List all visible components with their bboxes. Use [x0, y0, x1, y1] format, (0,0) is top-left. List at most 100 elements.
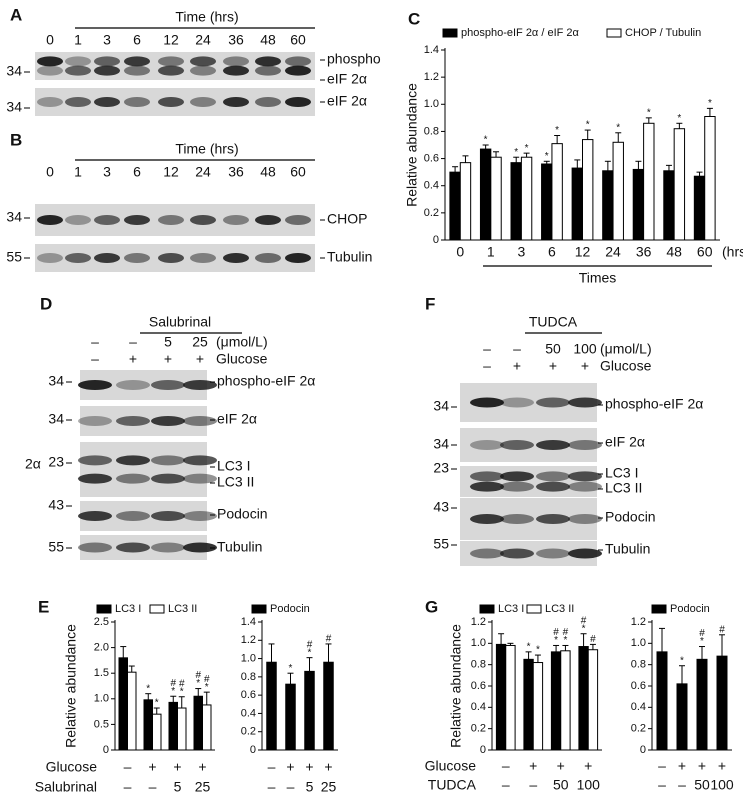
blot-band — [190, 65, 216, 76]
blot-band — [568, 514, 602, 524]
band-label: eIF 2α — [217, 411, 257, 427]
significance: # — [553, 627, 559, 638]
significance: * — [554, 635, 558, 646]
x-row-value: + — [173, 759, 181, 775]
bar — [168, 701, 178, 751]
x-tick-label: 12 — [575, 244, 591, 260]
y-tick-label: 0.6 — [424, 152, 439, 164]
bar — [285, 683, 296, 751]
blot-band — [223, 56, 249, 67]
legend-swatch — [651, 604, 667, 614]
significance: * — [308, 647, 312, 658]
significance: * — [616, 122, 620, 133]
significance: # — [563, 627, 569, 638]
blot-band — [255, 215, 281, 225]
y-tick-label: 0 — [480, 744, 486, 756]
blot-image — [80, 442, 207, 497]
mw-label: 34 — [433, 436, 449, 452]
significance: * — [196, 678, 200, 689]
blot-band — [568, 548, 602, 559]
blot-header: Salubrinal — [149, 314, 211, 330]
bar — [532, 662, 544, 751]
blot-band — [151, 511, 185, 521]
y-tick-label: 0.4 — [631, 701, 646, 713]
bar — [663, 170, 675, 241]
side-label: 2α — [25, 456, 41, 472]
lane-label: – — [91, 334, 99, 350]
bar — [550, 651, 562, 751]
bar — [656, 651, 668, 751]
blot-band — [65, 215, 91, 225]
legend-swatch — [442, 28, 458, 38]
blot-band — [151, 455, 185, 466]
significance: * — [700, 636, 704, 647]
blot-band — [116, 542, 150, 553]
significance: * — [708, 98, 712, 109]
significance: * — [677, 113, 681, 124]
bar — [520, 156, 533, 241]
panel-letter: E — [38, 597, 49, 616]
significance: * — [527, 642, 531, 653]
blot-band — [116, 511, 150, 521]
x-tick-label: 1 — [487, 244, 495, 260]
lane-label: + — [549, 358, 557, 374]
band-label: Tubulin — [217, 539, 262, 555]
blot-band — [124, 215, 150, 225]
blot-band — [124, 97, 150, 107]
significance: * — [171, 686, 175, 697]
significance: * — [586, 120, 590, 131]
band-label: Podocin — [605, 509, 656, 525]
bar — [266, 661, 277, 751]
legend-label: CHOP / Tubulin — [625, 27, 701, 39]
bar — [571, 167, 583, 241]
blot-band — [470, 548, 504, 559]
blot-band — [183, 542, 217, 553]
bar — [479, 148, 492, 241]
significance: # — [204, 674, 210, 685]
bar — [587, 649, 599, 751]
blot-band — [223, 97, 249, 107]
band-label: phospho-eIF 2α — [605, 396, 703, 412]
blot-band — [470, 471, 504, 482]
bar — [193, 695, 203, 751]
significance: * — [536, 645, 540, 656]
blot-band — [568, 397, 602, 408]
significance: # — [195, 670, 201, 681]
bar — [490, 156, 502, 241]
blot-band — [78, 473, 112, 484]
bar — [143, 699, 153, 751]
mw-label: 43 — [48, 497, 64, 513]
x-row-value: 100 — [710, 777, 734, 793]
bar — [676, 683, 688, 751]
blot-band — [116, 380, 150, 390]
x-row-value: + — [678, 758, 686, 774]
bar — [716, 655, 728, 751]
lane-label: – — [513, 341, 521, 357]
x-tick-label: 60 — [697, 244, 713, 260]
y-tick-label: 2.0 — [94, 642, 109, 654]
legend-label: LC3 I — [498, 603, 524, 615]
blot-band — [568, 471, 602, 482]
lane-row-label: (μmol/L) — [600, 341, 652, 357]
bar — [202, 704, 212, 751]
blot-band — [158, 56, 184, 67]
bar — [551, 143, 563, 241]
blot-band — [536, 397, 570, 408]
lane-label: 6 — [133, 32, 141, 48]
x-row-value: – — [502, 758, 510, 774]
bar — [523, 658, 534, 751]
x-row-label: TUDCA — [428, 777, 477, 793]
bar — [495, 643, 507, 751]
blot-image — [460, 466, 597, 497]
blot-band — [37, 65, 63, 76]
blot-band — [255, 56, 281, 67]
legend-label: Podocin — [270, 603, 310, 615]
y-tick-label: 0 — [640, 744, 646, 756]
mw-label: 34 — [6, 63, 22, 79]
blot-band — [190, 253, 216, 263]
bar — [127, 671, 137, 751]
x-row-value: 25 — [321, 779, 337, 795]
x-row-value: + — [286, 759, 294, 775]
y-tick-label: 1.2 — [631, 616, 646, 628]
y-tick-label: 1.4 — [424, 44, 439, 56]
